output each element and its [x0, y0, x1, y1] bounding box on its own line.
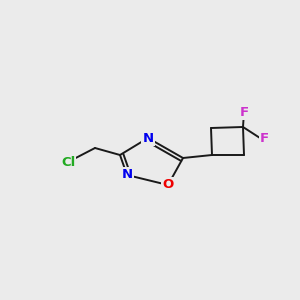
Text: F: F [239, 106, 249, 118]
Text: Cl: Cl [61, 155, 75, 169]
Text: O: O [162, 178, 174, 191]
Text: N: N [142, 131, 154, 145]
Text: F: F [260, 131, 269, 145]
Text: N: N [122, 169, 133, 182]
